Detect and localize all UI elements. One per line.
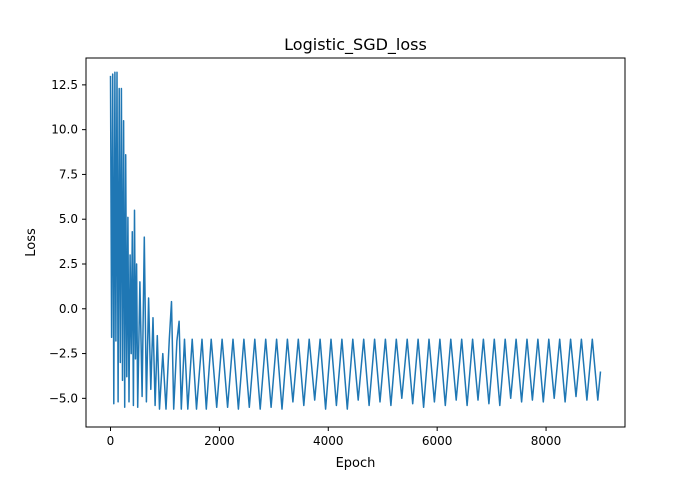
- y-tick-label: 2.5: [59, 257, 78, 271]
- y-tick-label: 0.0: [59, 302, 78, 316]
- chart-title: Logistic_SGD_loss: [284, 35, 427, 55]
- x-tick-label: 0: [107, 434, 115, 448]
- x-tick-label: 8000: [531, 434, 562, 448]
- x-tick-label: 2000: [204, 434, 235, 448]
- x-axis-label: Epoch: [336, 456, 376, 471]
- y-tick-label: −5.0: [49, 391, 78, 405]
- y-tick-label: 12.5: [51, 78, 78, 92]
- series-line-0: [109, 71, 602, 410]
- x-tick-label: 6000: [422, 434, 453, 448]
- y-tick-label: −2.5: [49, 347, 78, 361]
- x-axis-ticks: 0 2000 4000 6000 8000: [107, 427, 562, 448]
- x-tick-label: 4000: [313, 434, 344, 448]
- y-tick-label: 7.5: [59, 167, 78, 181]
- y-axis-label: Loss: [24, 228, 39, 257]
- plot-frame: [85, 57, 626, 428]
- y-tick-label: 10.0: [51, 123, 78, 137]
- y-tick-label: 5.0: [59, 212, 78, 226]
- y-axis-ticks: −5.0 −2.5 0.0 2.5 5.0 7.5 10.0 12.5: [49, 78, 86, 405]
- series-layer: [109, 71, 602, 410]
